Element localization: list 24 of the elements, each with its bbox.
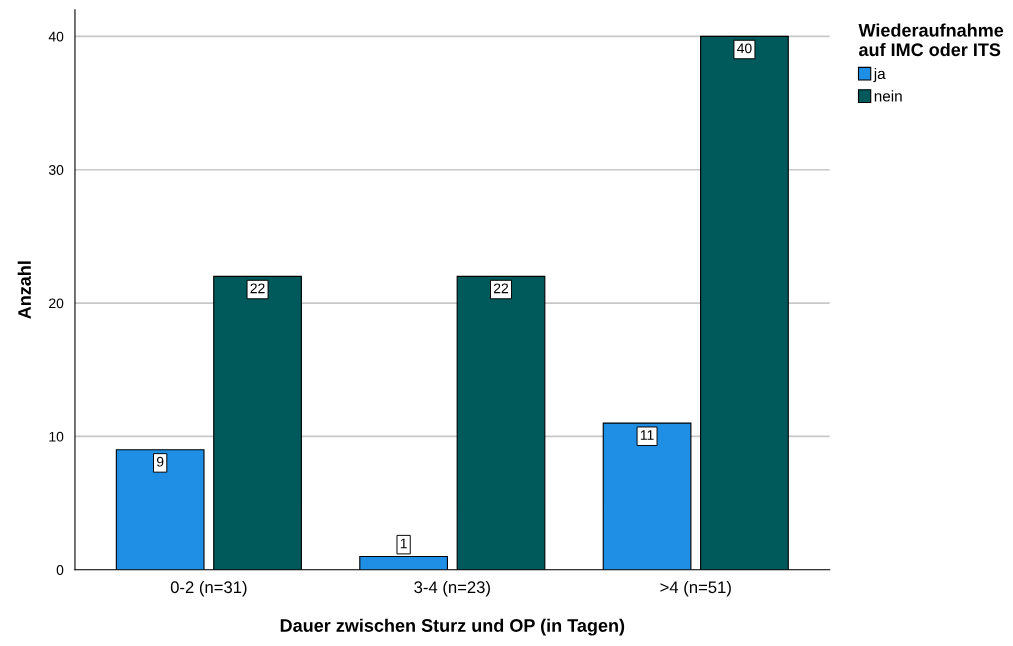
- bar: [602, 422, 692, 570]
- x-tick-label: >4 (n=51): [660, 580, 731, 597]
- data-label: 1: [400, 538, 407, 549]
- legend-title: Wiederaufnahme auf IMC oder ITS: [858, 23, 1004, 57]
- bar: [115, 449, 205, 570]
- bar: [456, 275, 546, 570]
- y-tick-label: 10: [49, 431, 64, 442]
- data-label: 22: [493, 283, 509, 294]
- y-tick-label: 20: [49, 298, 64, 309]
- legend-label: ja: [873, 67, 886, 83]
- x-tick-label: 0-2 (n=31): [170, 580, 247, 597]
- y-tick-label: 40: [48, 31, 64, 42]
- data-label: 22: [250, 283, 265, 294]
- y-tick-label: 0: [56, 565, 64, 575]
- y-axis-title: Anzahl: [17, 261, 31, 319]
- data-label: 40: [737, 43, 752, 54]
- data-label: 9: [156, 456, 164, 467]
- bar: [700, 35, 789, 570]
- y-tick-label: 30: [48, 165, 64, 175]
- legend-label: nein: [874, 90, 902, 102]
- data-label: 11: [640, 430, 654, 440]
- bar: [213, 275, 302, 570]
- x-tick-label: 3-4 (n=23): [414, 580, 490, 597]
- x-axis-title: Dauer zwischen Sturz und OP (in Tagen): [280, 618, 625, 636]
